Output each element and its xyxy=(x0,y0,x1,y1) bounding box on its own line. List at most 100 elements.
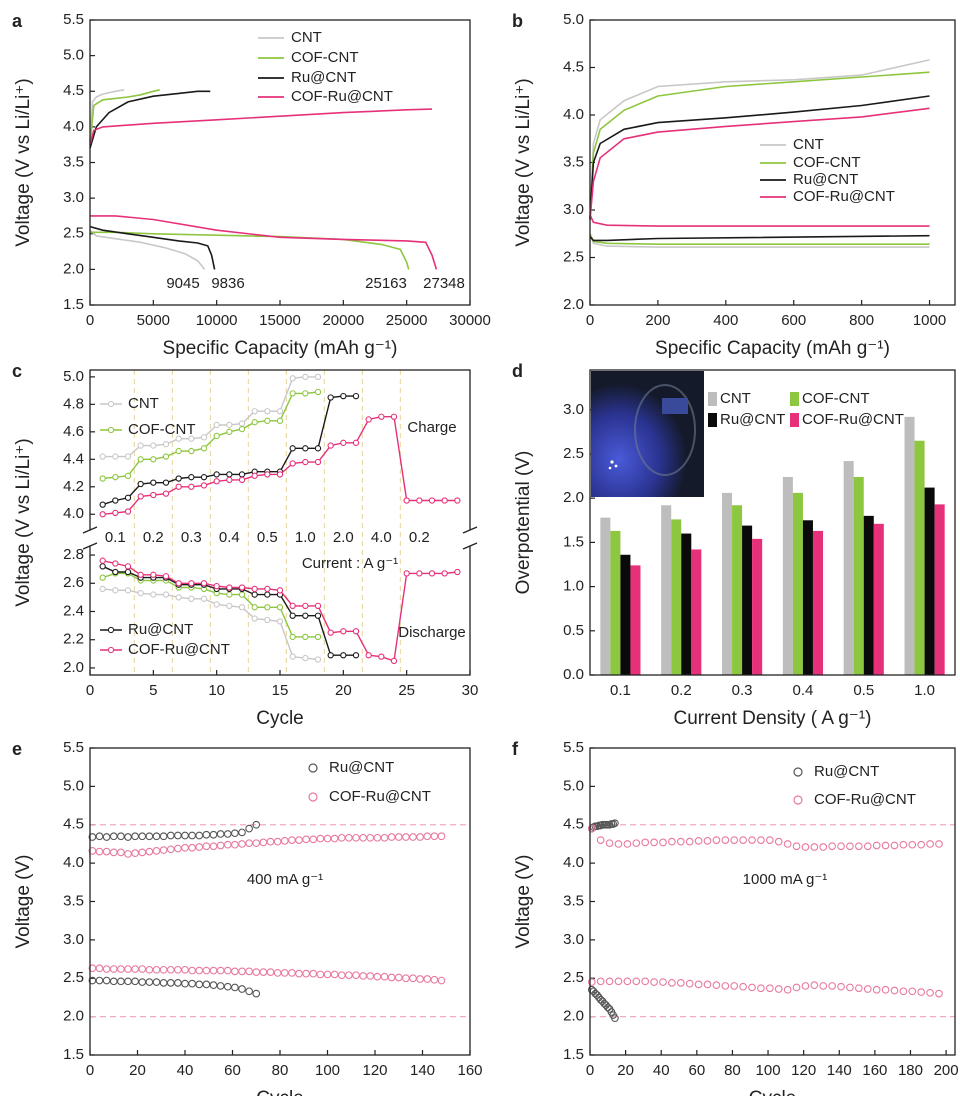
point xyxy=(872,841,881,850)
point xyxy=(231,840,239,849)
bar xyxy=(671,519,682,675)
point xyxy=(202,966,211,975)
point xyxy=(323,834,332,843)
point xyxy=(188,474,195,481)
point xyxy=(846,983,854,992)
y-axis-label: Overpotential (V) xyxy=(513,451,534,595)
point xyxy=(430,975,439,984)
point xyxy=(188,831,196,840)
point xyxy=(137,571,144,578)
point xyxy=(276,618,284,625)
y-tick-label: 4.5 xyxy=(563,816,584,833)
point xyxy=(252,989,261,998)
point xyxy=(380,972,389,981)
point xyxy=(668,979,676,987)
capacity-annotation: 9836 xyxy=(211,275,244,292)
legend-label: Ru@CNT xyxy=(291,69,356,86)
point xyxy=(124,453,132,460)
point xyxy=(264,408,271,415)
legend-label: COF-CNT xyxy=(802,390,870,407)
point xyxy=(99,557,106,564)
point xyxy=(373,833,382,842)
series-line xyxy=(589,71,930,245)
point xyxy=(124,472,132,479)
point xyxy=(365,416,372,423)
point xyxy=(632,977,641,986)
point xyxy=(213,601,220,608)
point xyxy=(783,985,792,994)
point xyxy=(264,616,271,624)
x-tick-label: 20 xyxy=(335,682,352,699)
x-tick-label: 400 xyxy=(713,312,738,329)
legend-label: Ru@CNT xyxy=(128,621,193,638)
point xyxy=(109,832,118,841)
point xyxy=(226,591,233,598)
point xyxy=(162,490,170,497)
x-tick-label: 160 xyxy=(457,1062,482,1079)
point xyxy=(238,420,246,427)
point xyxy=(828,982,836,990)
point xyxy=(200,474,208,481)
legend-swatch xyxy=(790,413,799,427)
break-mark xyxy=(462,526,478,534)
legend-label: COF-Ru@CNT xyxy=(802,411,904,428)
point xyxy=(703,980,712,989)
point xyxy=(748,983,756,992)
point xyxy=(251,615,258,622)
break-gap xyxy=(84,530,96,546)
point xyxy=(935,840,943,848)
point xyxy=(340,392,347,400)
plot-frame xyxy=(589,19,956,306)
point xyxy=(175,580,182,587)
x-tick-label: 0.5 xyxy=(853,682,874,699)
point xyxy=(694,980,703,989)
point xyxy=(109,977,118,986)
point xyxy=(890,986,899,995)
point xyxy=(757,984,765,993)
bar xyxy=(914,440,925,675)
point xyxy=(273,837,282,846)
point xyxy=(792,983,801,992)
point xyxy=(131,977,139,986)
point xyxy=(152,965,161,974)
point xyxy=(416,975,424,983)
point xyxy=(95,976,104,985)
legend-label: COF-Ru@CNT xyxy=(793,188,895,205)
point xyxy=(226,428,233,435)
photo-bottle xyxy=(634,384,696,476)
capacity-annotation: 25163 xyxy=(365,275,407,292)
point xyxy=(223,830,232,838)
x-axis-label: Cycle xyxy=(256,1088,304,1096)
break-gap xyxy=(464,530,476,546)
point xyxy=(150,491,157,499)
point xyxy=(276,587,284,594)
point xyxy=(251,419,258,426)
point xyxy=(739,982,747,991)
x-tick-label: 100 xyxy=(315,1062,340,1079)
point xyxy=(95,847,104,856)
x-tick-label: 800 xyxy=(849,312,874,329)
point xyxy=(855,842,863,851)
point xyxy=(124,850,132,858)
point xyxy=(302,835,310,844)
x-tick-label: 60 xyxy=(224,1062,241,1079)
y-tick-label: 5.0 xyxy=(63,47,84,64)
point xyxy=(231,967,239,976)
bar xyxy=(853,476,864,675)
y-tick-label: 3.5 xyxy=(63,153,84,170)
point xyxy=(819,843,828,851)
point xyxy=(251,472,258,479)
point xyxy=(216,841,225,850)
point xyxy=(380,833,389,842)
point xyxy=(863,842,872,851)
point xyxy=(899,840,908,849)
point xyxy=(403,497,410,504)
point xyxy=(365,652,372,659)
point xyxy=(345,971,353,980)
point xyxy=(323,970,332,979)
point xyxy=(252,968,261,976)
point xyxy=(159,965,168,974)
point xyxy=(605,839,614,848)
point xyxy=(908,840,917,849)
point xyxy=(137,493,144,500)
